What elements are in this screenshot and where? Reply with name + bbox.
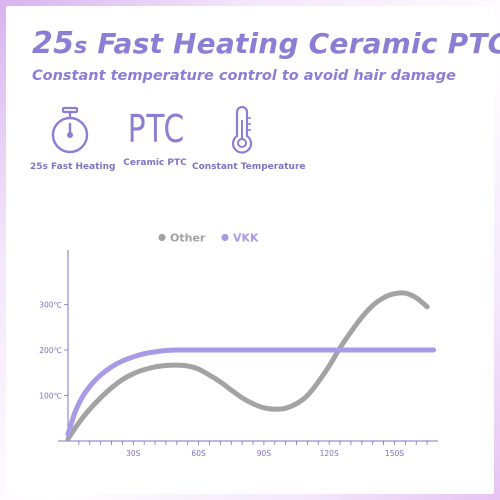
ptc-text-icon: PTC: [127, 107, 185, 151]
thermometer-icon: [231, 106, 253, 154]
feature-label-constant-temperature: Constant Temperature: [192, 162, 306, 172]
stopwatch-icon: [51, 106, 89, 154]
y-tick-label: 100℃: [39, 392, 62, 401]
page-title: 25s Fast Heating Ceramic PTC: [32, 26, 500, 61]
x-tick-label: 90S: [257, 449, 272, 458]
series-line-vkk: [65, 347, 437, 437]
feature-label-fast-heating: 25s Fast Heating: [30, 162, 116, 172]
feature-constant-temperature: Constant Temperature: [192, 106, 306, 172]
x-tick-label: 30S: [126, 449, 141, 458]
page-subtitle: Constant temperature control to avoid ha…: [32, 68, 456, 84]
feature-label-ceramic-ptc: Ceramic PTC: [123, 158, 187, 168]
title-number: 25: [32, 26, 75, 61]
feature-ceramic-ptc: PTC Ceramic PTC: [120, 106, 190, 168]
series-line-other: [65, 290, 430, 442]
y-tick-label: 200℃: [39, 346, 62, 355]
title-text: Fast Heating Ceramic PTC: [87, 27, 500, 60]
legend-marker-other: [158, 233, 166, 242]
x-tick-label: 120S: [320, 449, 339, 458]
x-tick-label: 150S: [385, 449, 404, 458]
y-tick-label: 300℃: [39, 301, 62, 310]
legend-label-vkk: VKK: [233, 232, 259, 245]
legend-label-other: Other: [170, 232, 206, 245]
feature-fast-heating: 25s Fast Heating: [30, 106, 116, 172]
x-tick-label: 60S: [191, 449, 206, 458]
title-unit: s: [74, 34, 88, 59]
legend-marker-vkk: [221, 233, 229, 242]
